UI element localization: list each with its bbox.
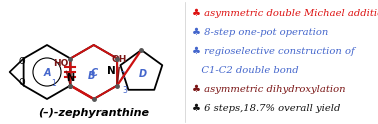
Text: ♣ asymmetric dihydroxylation: ♣ asymmetric dihydroxylation <box>192 85 345 94</box>
Text: (–)-zephyranthine: (–)-zephyranthine <box>38 108 149 118</box>
Text: C: C <box>90 68 97 78</box>
Text: 3: 3 <box>122 86 127 95</box>
Text: D: D <box>139 69 147 79</box>
Text: O: O <box>18 78 25 87</box>
Text: N: N <box>107 66 115 76</box>
Text: 2: 2 <box>120 71 125 80</box>
Text: 1: 1 <box>52 79 56 88</box>
Text: ♣ asymmetric double Michael addition: ♣ asymmetric double Michael addition <box>192 9 378 18</box>
Text: ♣ regioselective construction of: ♣ regioselective construction of <box>192 47 355 56</box>
Text: A: A <box>43 68 51 78</box>
Text: OH: OH <box>112 55 127 63</box>
Text: HO: HO <box>53 59 68 67</box>
Text: N: N <box>66 73 74 83</box>
Text: ♣ 6 steps,18.7% overall yield: ♣ 6 steps,18.7% overall yield <box>192 104 340 113</box>
Text: B: B <box>88 71 96 81</box>
Text: C1-C2 double bond: C1-C2 double bond <box>192 66 299 75</box>
Text: ♣ 8-step one-pot operation: ♣ 8-step one-pot operation <box>192 28 328 37</box>
Text: O: O <box>18 57 25 66</box>
